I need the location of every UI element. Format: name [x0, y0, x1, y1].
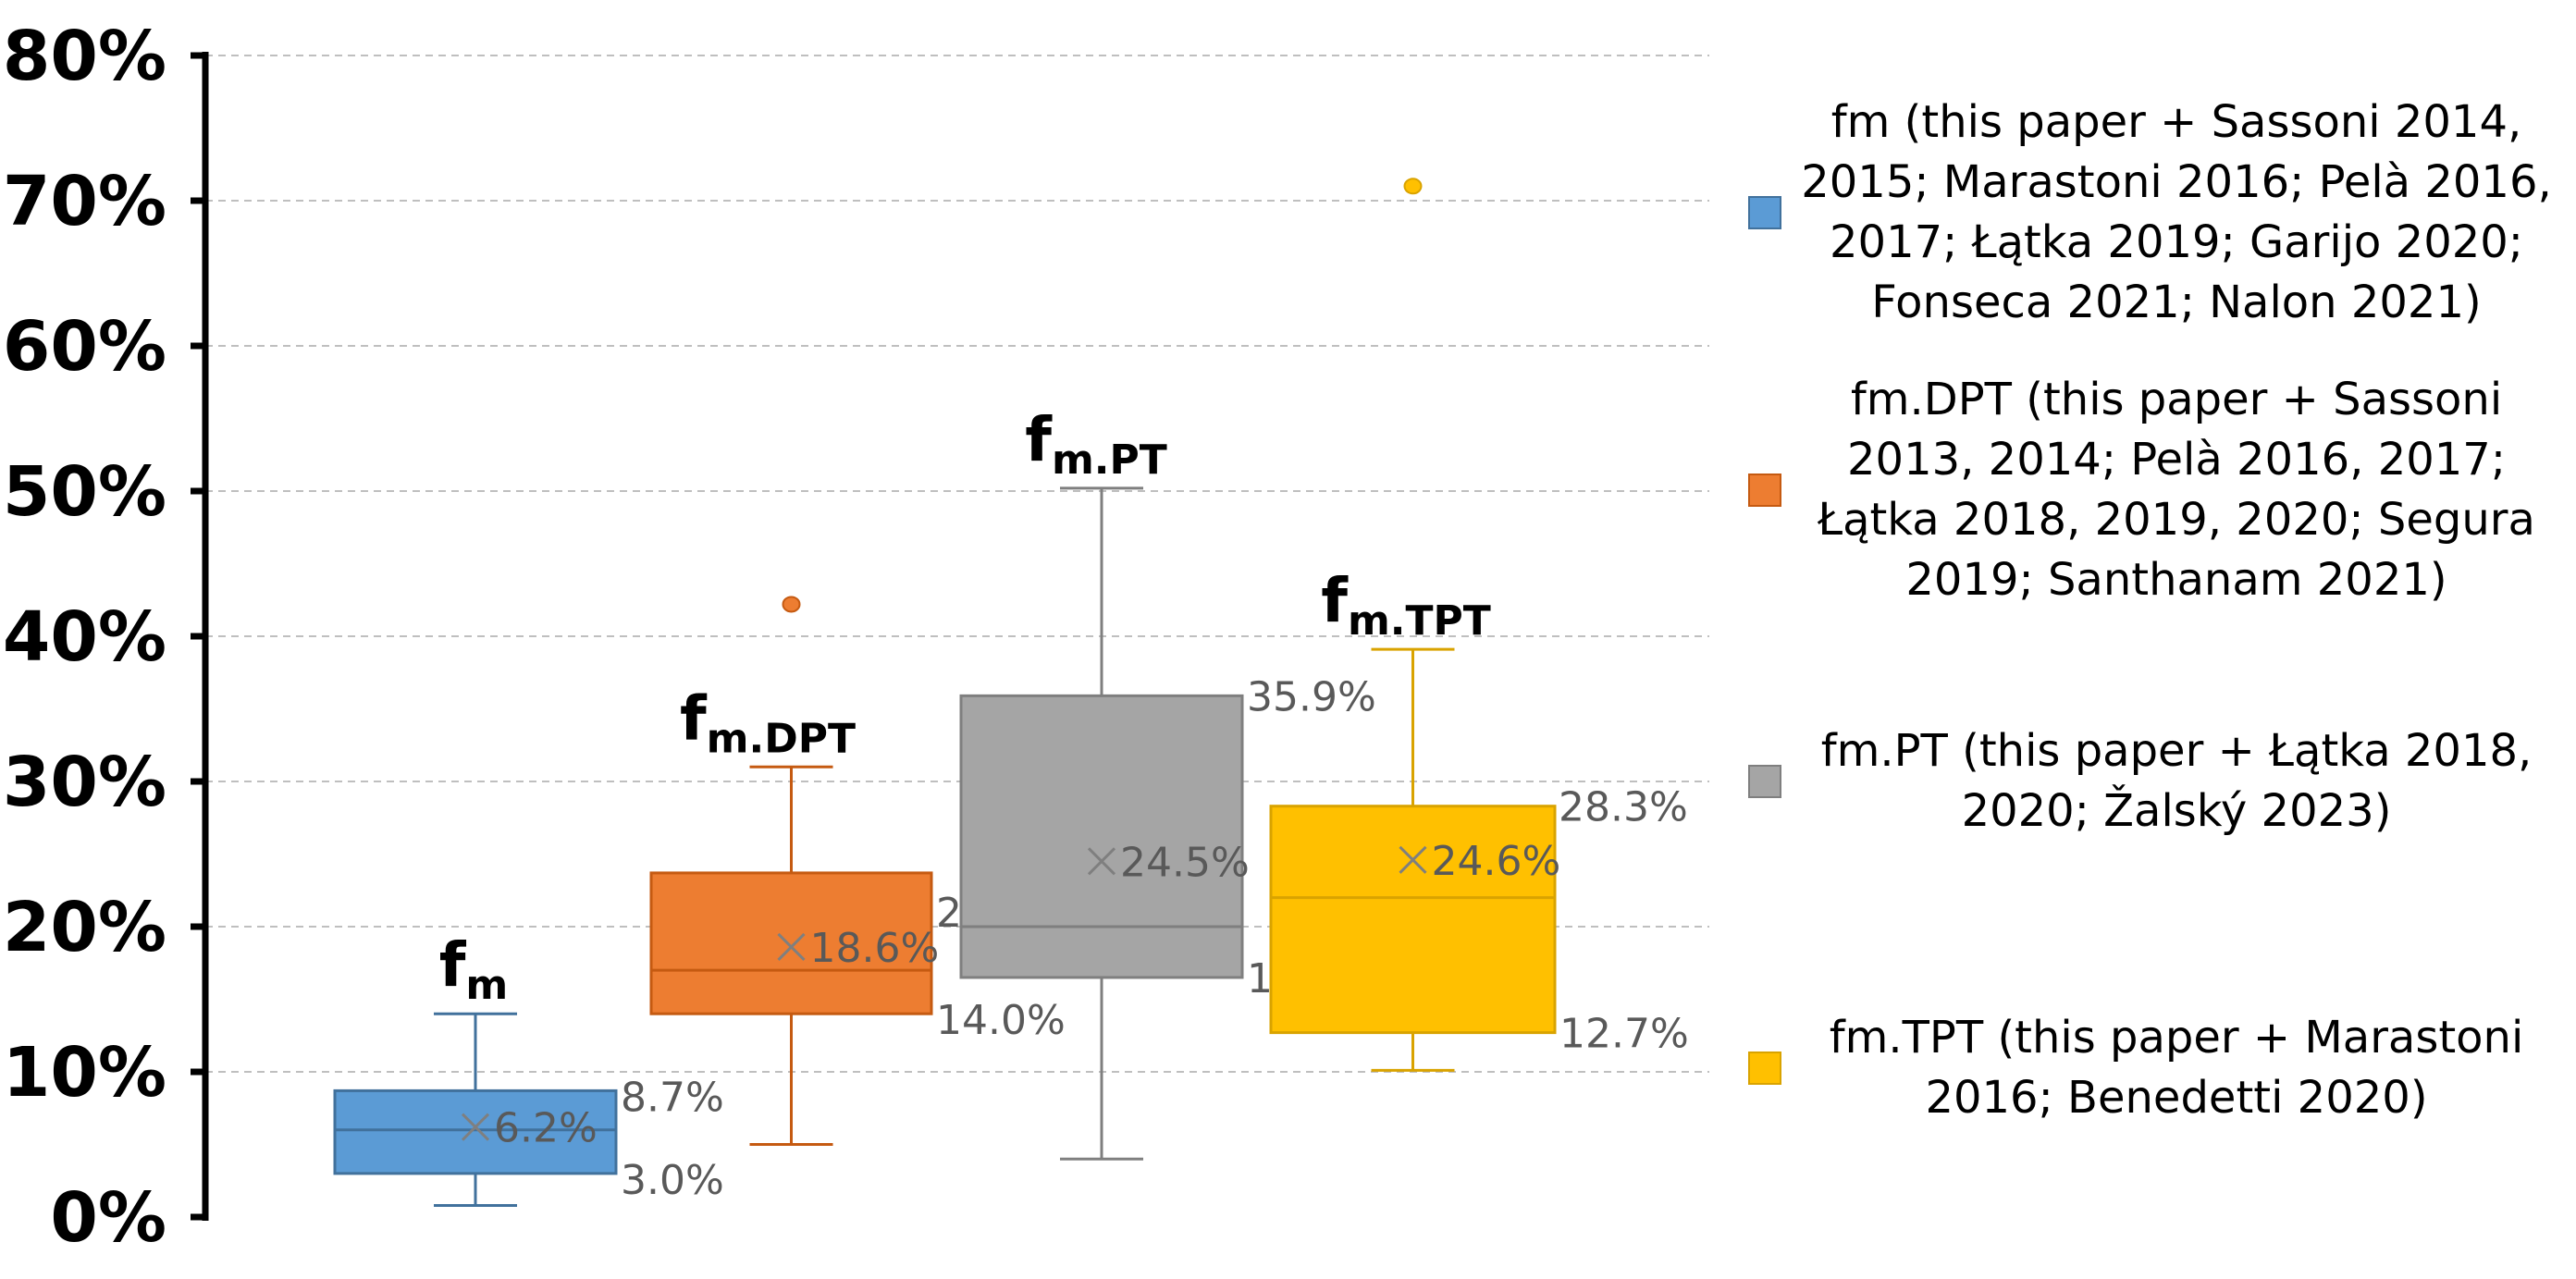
series-label-fm-pt: fm.PT — [1025, 404, 1167, 484]
y-tick-label-40: 40% — [3, 597, 166, 677]
q3-label-fm: 8.7% — [621, 1074, 724, 1121]
y-axis: 0% 10% 20% 30% 40% 50% 60% 70% 80% — [3, 17, 209, 1258]
y-tick-label-60: 60% — [3, 307, 166, 387]
mean-label-fm: 6.2% — [494, 1105, 598, 1152]
y-tick-label-70: 70% — [3, 162, 166, 241]
y-tick-label-50: 50% — [3, 452, 166, 532]
outlier-fm-dpt-0 — [782, 596, 801, 613]
box-body-fm-pt — [959, 694, 1244, 979]
legend-swatch-fm-tpt — [1748, 1051, 1781, 1085]
legend-item-fm-pt: fm.PT (this paper + Łątka 2018, 2020; Žal… — [1748, 721, 2562, 842]
series-label-fm-dpt: fm.DPT — [680, 683, 856, 762]
mean-marker-fm-tpt — [1399, 845, 1427, 874]
legend-label-fm-dpt: fm.DPT (this paper + Sassoni 2013, 2014; … — [1818, 374, 2535, 606]
legend-label-fm-pt: fm.PT (this paper + Łątka 2018, 2020; Žal… — [1820, 725, 2533, 837]
mean-label-fm-dpt: 18.6% — [810, 925, 940, 972]
box-body-fm-tpt — [1269, 805, 1557, 1035]
series-label-fm: fm — [439, 929, 509, 1009]
y-tick-label-10: 10% — [3, 1033, 166, 1113]
mean-marker-fm — [461, 1113, 490, 1141]
legend-label-fm-tpt: fm.TPT (this paper + Marastoni 2016; Bene… — [1829, 1012, 2524, 1124]
legend-item-fm-dpt: fm.DPT (this paper + Sassoni 2013, 2014; … — [1748, 370, 2562, 610]
mean-label-fm-tpt: 24.6% — [1432, 838, 1561, 885]
y-tick-label-20: 20% — [3, 888, 166, 967]
box-fm: 6.2% 8.7% 3.0% fm — [333, 929, 724, 1207]
legend-item-fm-tpt: fm.TPT (this paper + Marastoni 2016; Bene… — [1748, 1008, 2562, 1128]
y-tick-label-30: 30% — [3, 743, 166, 822]
box-body-fm-dpt — [649, 871, 933, 1015]
legend-item-fm: fm (this paper + Sassoni 2014, 2015; Mara… — [1748, 92, 2562, 333]
box-fm-tpt: 24.6% 28.3% 12.7% fm.TPT — [1269, 178, 1689, 1072]
box-fm-pt: 24.5%35.9%16.5%fm.PT — [959, 404, 1376, 1161]
mean-marker-fm-dpt — [777, 932, 806, 962]
legend-swatch-fm-pt — [1748, 765, 1781, 798]
q1-label-fm: 3.0% — [621, 1157, 724, 1204]
legend-label-fm: fm (this paper + Sassoni 2014, 2015; Mara… — [1801, 96, 2552, 328]
gridlines — [205, 55, 1709, 1073]
q1-label-fm-dpt: 14.0% — [936, 997, 1066, 1044]
series-label-fm-tpt: fm.TPT — [1321, 565, 1491, 645]
box-body-fm — [333, 1088, 618, 1175]
q1-label-fm-tpt: 12.7% — [1559, 1011, 1689, 1058]
y-tick-label-80: 80% — [3, 17, 166, 96]
y-tick-label-0: 0% — [50, 1178, 166, 1258]
q3-label-fm-pt: 35.9% — [1247, 673, 1376, 720]
mean-marker-fm-pt — [1087, 847, 1116, 876]
mean-label-fm-pt: 24.5% — [1120, 839, 1250, 886]
outlier-fm-tpt-0 — [1403, 178, 1423, 195]
legend-swatch-fm — [1748, 196, 1781, 229]
boxes: 6.2%8.7%3.0%fm18.6%23.7%14.0%fm.DPT24.5%… — [333, 178, 1689, 1207]
legend-swatch-fm-dpt — [1748, 473, 1781, 507]
q3-label-fm-tpt: 28.3% — [1559, 784, 1688, 831]
